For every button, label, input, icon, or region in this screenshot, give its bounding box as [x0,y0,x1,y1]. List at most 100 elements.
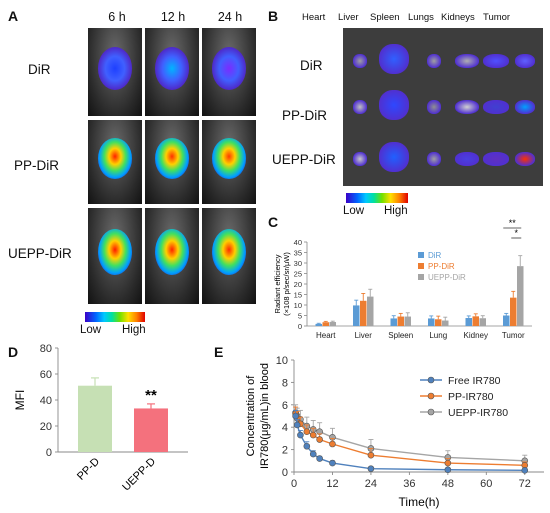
organ-header-liver: Liver [338,12,359,23]
legend-marker [427,376,435,384]
x-tick-label: Lung [429,331,447,340]
bar-dir [353,305,360,326]
data-point [303,428,311,435]
organ-3-6 [515,152,535,166]
y-tick-label: 20 [294,280,302,289]
data-point [293,421,301,429]
bar-pp-dir [435,319,442,326]
organ-1-5 [483,54,509,68]
y-tick-label: 60 [40,369,52,381]
legend-swatch [418,263,424,269]
y-tick-label: 6 [282,400,288,412]
organ-3-4 [455,152,479,166]
legend-label: PP-IR780 [448,391,494,403]
data-point [297,431,304,439]
bar-uepp-dir [367,296,374,326]
bar-dir [503,315,510,326]
organ-1-6 [515,54,535,68]
mouse-image-2-2 [145,120,199,204]
y-tick-label: 4 [282,422,288,434]
radiant-efficiency-bar-chart: Radiant efficiency (×108 p/sec/sr/μW) 05 10… [273,218,532,340]
time-header-12h: 12 h [160,10,186,24]
time-header-24h: 24 h [217,10,243,24]
panel-a-colorbar-high: High [122,324,146,336]
x-tick-label: 72 [519,478,531,490]
y-tick-label: 2 [282,445,288,457]
panel-b-colorbar [346,193,408,203]
fluorescence-signal [212,229,246,276]
panel-b-letter: B [268,8,279,24]
series-line-pp-ir780 [294,413,525,466]
panel-e-letter: E [214,344,224,360]
x-tick-label: Heart [316,331,336,340]
organ-header-tumor: Tumor [483,12,511,23]
y-tick-label: 8 [282,377,288,389]
y-tick-label: 35 [294,249,302,258]
x-tick-label: 12 [326,478,338,490]
data-point [309,431,317,439]
y-tick-label: 5 [298,312,302,321]
fluorescence-signal [98,138,132,179]
fluorescence-signal [155,47,189,90]
x-tick-label: 48 [442,478,454,490]
legend-swatch [418,252,424,258]
fluorescence-signal [212,47,246,90]
mouse-image-2-1 [88,120,142,204]
mouse-image-3-2 [145,208,199,304]
legend-label: UEPP-IR780 [448,407,508,419]
panel-a-colorbar [85,312,145,322]
organ-header-spleen: Spleen [370,12,400,23]
significance-annotation: ** [145,387,157,404]
y-tick-label: 10 [276,355,288,367]
bar-pp-dir [472,316,479,326]
organ-2-6 [515,100,535,114]
y-axis-label-line: IR780(μg/mL)in blood [259,363,271,469]
panel-b-colorbar-high: High [384,205,408,217]
organ-header-heart: Heart [302,12,326,23]
legend-marker [427,408,435,416]
significance-upper: ** [509,218,517,228]
y-axis-label-line: (×108 p/sec/sr/μW) [282,252,291,316]
x-tick-label: Spleen [388,331,413,340]
bar-uepp-dir [479,318,486,326]
significance-lower: * [514,228,518,238]
organ-3-5 [483,152,509,166]
x-tick-label: Liver [355,331,373,340]
x-axis-label: Time(h) [399,495,440,509]
organ-1-3 [427,54,441,68]
data-point [303,442,311,450]
organ-2-5 [483,100,509,114]
bar-dir [390,318,397,326]
legend-label: DiR [428,251,442,260]
organ-row-label-uepp-dir: UEPP-DiR [272,152,336,167]
data-point [521,467,529,474]
fluorescence-signal [155,138,189,179]
row-label-pp-dir: PP-DiR [14,158,60,173]
mouse-image-2-3 [202,120,256,204]
legend-swatch [418,274,424,280]
data-point [444,459,452,467]
bar-uepp-dir [329,322,336,326]
legend-label: PP-DiR [428,262,455,271]
mouse-image-1-3 [202,28,256,116]
organ-1-1 [353,54,367,68]
row-label-uepp-dir: UEPP-DiR [8,246,72,261]
y-tick-label: 20 [40,421,52,433]
organ-3-2 [379,142,409,172]
x-tick-label: 36 [403,478,415,490]
bar-uepp-d [134,408,168,452]
data-point [292,412,299,420]
mouse-image-1-2 [145,28,199,116]
bar-dir [465,318,472,326]
legend-marker [427,392,435,400]
y-tick-label: 15 [294,291,302,300]
mfi-bar-chart: MFI 0 20 40 60 80 PP-D UEPP-D ** [13,343,188,494]
data-point [367,465,375,472]
bar-uepp-dir [442,320,449,326]
data-point [309,450,317,458]
organ-row-label-dir: DiR [300,58,323,73]
data-point [367,451,375,459]
data-point [444,466,452,474]
y-tick-label: 0 [46,447,52,459]
y-tick-label: 30 [294,259,302,268]
